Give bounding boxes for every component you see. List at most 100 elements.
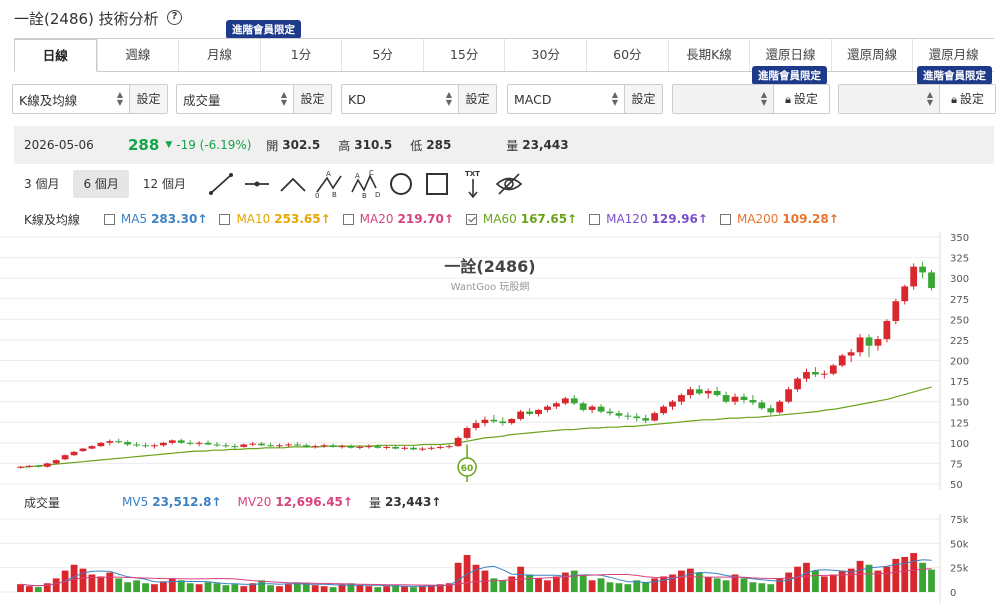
ma-checkbox[interactable] [589,213,601,225]
period-tabs: 日線 週線 月線 1分 5分 15分 30分 60分 長期K線 還原日線 還原周線 還原月線 [14,38,994,72]
ma-legend-item[interactable]: MA5 283.30↑ [103,212,207,226]
indicator-select[interactable]: ▲ ▼ [673,85,773,113]
tab-1[interactable]: 週線 [96,39,179,71]
candle-body [740,396,748,401]
ma-checkbox[interactable] [219,213,231,225]
ma-legend-item[interactable]: MA60 167.65↑ [465,212,577,226]
candle [606,408,614,416]
abcd-pattern-icon[interactable]: A B C D [350,170,380,198]
hide-eye-icon[interactable] [494,170,524,198]
candle-body [928,272,935,289]
rect-tool-icon[interactable] [422,170,452,198]
tab-4[interactable]: 5分 [341,39,423,71]
settings-button-label: 設定 [300,92,325,106]
candle-body [606,411,614,414]
mv-name: MV20 [237,495,272,509]
candle [597,404,605,414]
updown-arrow-icon: ▲ ▼ [445,90,452,107]
tab-9[interactable]: 還原日線 [749,39,831,71]
indicator-select[interactable]: MACD ▲ ▼ [508,85,624,113]
volume-chart[interactable]: 75k 50k 25k 0 [0,514,1006,603]
angle-tool-icon[interactable] [278,170,308,198]
hline-tool-icon[interactable] [242,170,272,198]
indicator-select[interactable]: 成交量 ▲ ▼ [177,85,293,113]
page-title: 一詮(2486) 技術分析 [14,10,159,28]
tab-0[interactable]: 日線 [14,39,97,72]
tab-8[interactable]: 長期K線 [667,39,750,71]
candle [159,442,167,447]
ma-value: 109.28↑ [782,212,839,226]
volume-bar [410,587,417,592]
volume-bar [633,580,641,592]
candle [749,395,757,405]
candle-body [812,372,819,375]
volume-bar [26,586,33,592]
ma-name: MA10 [236,212,271,226]
volume-bar [195,584,203,592]
volume-bar [704,577,712,592]
tab-2[interactable]: 月線 [178,39,260,71]
settings-button[interactable]: 🔒︎ 設定 [939,85,995,113]
indicator-select[interactable]: ▲ ▼ [839,85,939,113]
ma-legend-item[interactable]: MA20 219.70↑ [342,212,454,226]
help-icon[interactable]: ? [167,10,182,25]
candle [285,442,292,447]
settings-button[interactable]: 設定 [458,85,496,113]
ma-checkbox[interactable] [465,213,477,225]
tab-5[interactable]: 15分 [422,39,505,71]
range-button-1[interactable]: 6 個月 [73,170,129,198]
candle-body [722,395,730,402]
ma-legend-item[interactable]: MA10 253.65↑ [219,212,331,226]
text-arrow-icon[interactable]: TXT [458,170,488,199]
indicator-select[interactable]: K線及均線 ▲ ▼ [13,85,129,113]
candle [195,441,203,447]
tab-3[interactable]: 1分 [259,39,342,71]
quote-price: 288 [128,136,160,154]
range-and-tools: 3 個月 6 個月 12 個月 A B 0 A B C D TXT [14,170,524,199]
price-chart[interactable]: 350 325 300 275 250 225 200 175 150 125 100 75 50 一詮(… [0,232,1006,490]
settings-button[interactable]: 設定 [129,85,167,113]
tab-10[interactable]: 還原周線 [830,39,913,71]
tab-7[interactable]: 60分 [586,39,668,71]
volume-bar [490,578,498,592]
ma-name: MA120 [606,212,648,226]
range-button-2[interactable]: 12 個月 [142,177,186,191]
volume-bar [758,583,766,592]
candle-body [43,463,51,467]
candle-body [508,418,516,424]
tab-6[interactable]: 30分 [504,39,586,71]
candle [535,409,542,417]
tab-11[interactable]: 還原月線 [912,39,994,71]
ma-checkbox[interactable] [103,213,115,225]
ma-legend-item[interactable]: MA200 109.28↑ [719,212,839,226]
volume-bar [695,572,703,592]
price-tick-label: 200 [950,357,969,368]
ma-checkbox[interactable] [342,213,354,225]
candle-body [97,442,105,447]
settings-button[interactable]: 設定 [293,85,331,113]
circle-tool-icon[interactable] [386,170,416,198]
settings-button[interactable]: 設定 [624,85,662,113]
abc-pattern-icon[interactable]: A B 0 [314,170,344,198]
candle-body [704,390,712,394]
candle-body [419,448,426,450]
candle [356,445,364,450]
volume-bar [231,584,239,592]
indicator-select-group: K線及均線 ▲ ▼ 設定 [12,84,168,114]
ma-name: MA5 [120,212,148,226]
candle [240,443,248,448]
indicator-select[interactable]: KD ▲ ▼ [342,85,458,113]
volume-bar [267,585,274,592]
candle [401,446,408,451]
candle-body [17,466,24,468]
candle [276,443,283,448]
ma-checkbox[interactable] [719,213,731,225]
range-button-0[interactable]: 3 個月 [24,177,60,191]
candle-body [651,413,659,421]
volume-bar [374,587,382,592]
ma-legend-item[interactable]: MA120 129.96↑ [589,212,708,226]
candle [794,376,801,392]
line-tool-icon[interactable] [206,170,236,198]
settings-button[interactable]: 🔒︎ 設定 [773,85,829,113]
candle-body [392,446,400,449]
